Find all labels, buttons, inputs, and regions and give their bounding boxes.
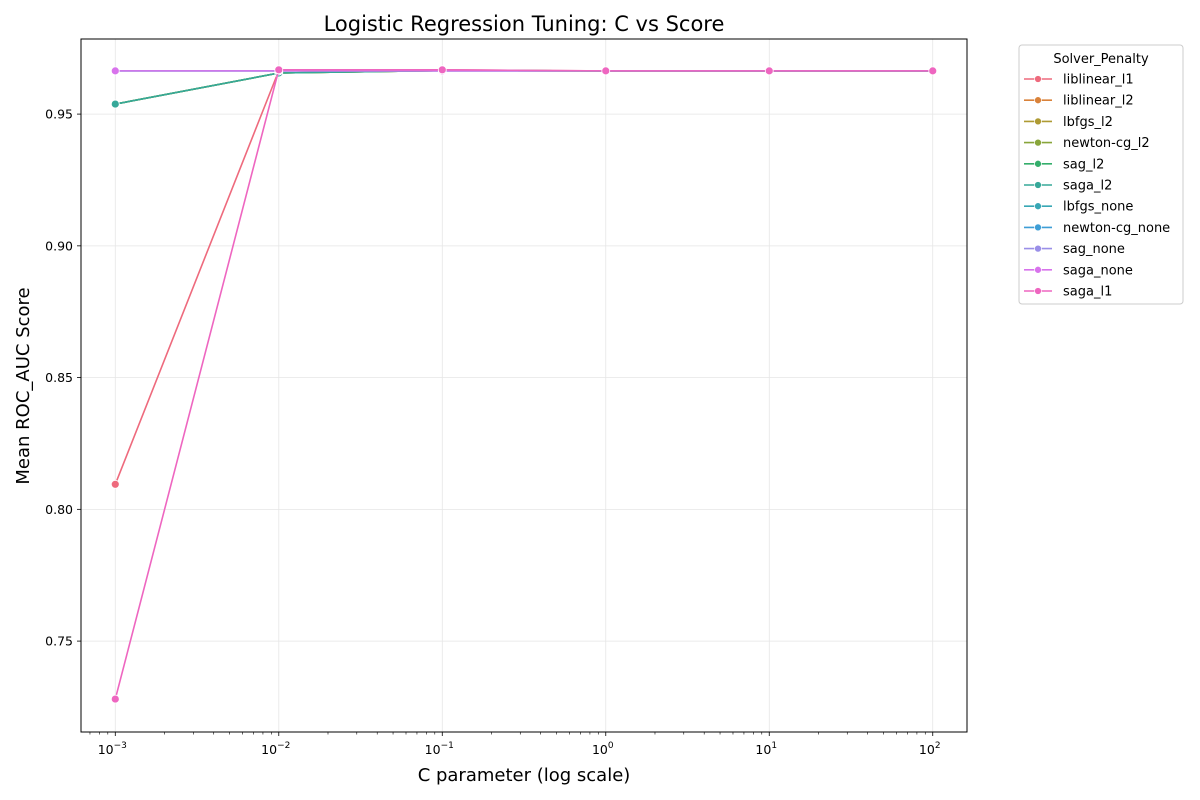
legend-label: liblinear_l1 <box>1063 73 1134 88</box>
legend-label: newton-cg_none <box>1063 221 1170 236</box>
legend-marker <box>1034 75 1042 83</box>
legend-entry: liblinear_l2 <box>1024 94 1134 109</box>
legend-entry: saga_l2 <box>1024 179 1112 194</box>
y-tick-label: 0.95 <box>45 107 73 122</box>
legend-label: liblinear_l2 <box>1063 94 1134 109</box>
legend: Solver_Penalty liblinear_l1 liblinear_l2l… <box>1018 44 1184 305</box>
legend-entry: sag_l2 <box>1024 157 1104 172</box>
data-point <box>110 99 120 109</box>
legend-marker <box>1034 159 1042 168</box>
legend-entry: liblinear_l1 <box>1024 73 1134 88</box>
x-tick-label: 100 <box>592 741 614 757</box>
data-point <box>601 66 611 76</box>
legend-label: sag_none <box>1063 242 1125 257</box>
legend-entry: saga_l1 <box>1024 285 1112 300</box>
legend-label: saga_l2 <box>1063 179 1112 194</box>
legend-label: sag_l2 <box>1063 157 1104 172</box>
data-point <box>110 479 120 489</box>
legend-box <box>1018 44 1184 305</box>
series-saga_l1 <box>110 65 938 704</box>
x-tick-label: 10−3 <box>98 741 127 757</box>
y-tick-label: 0.75 <box>45 634 73 649</box>
legend-marker <box>1034 96 1042 105</box>
x-tick-label: 10−1 <box>425 741 454 757</box>
legend-entry: saga_none <box>1024 263 1133 278</box>
legend-marker <box>1034 287 1042 295</box>
legend-entry: lbfgs_l2 <box>1024 115 1113 130</box>
legend-marker <box>1034 202 1042 211</box>
legend-label: saga_l1 <box>1063 285 1112 300</box>
grid-layer <box>81 39 967 732</box>
legend-marker <box>1034 265 1042 274</box>
legend-marker <box>1034 117 1042 126</box>
legend-entry: sag_none <box>1024 242 1125 257</box>
data-point <box>764 66 774 76</box>
legend-label: newton-cg_l2 <box>1063 136 1150 151</box>
chart-title: Logistic Regression Tuning: C vs Score <box>324 12 725 36</box>
data-point <box>437 65 447 75</box>
data-point <box>274 65 284 75</box>
x-tick-label: 10−2 <box>261 741 290 757</box>
data-point <box>110 694 120 704</box>
series-layer <box>110 65 938 704</box>
x-tick-label: 102 <box>919 741 941 757</box>
plot-area-frame <box>80 38 968 733</box>
y-tick-label: 0.90 <box>45 238 73 253</box>
legend-title: Solver_Penalty <box>1053 52 1149 67</box>
legend-label: lbfgs_l2 <box>1063 115 1113 130</box>
legend-marker <box>1034 223 1042 232</box>
legend-label: saga_none <box>1063 263 1133 278</box>
legend-marker <box>1034 181 1042 189</box>
y-tick-label: 0.85 <box>45 370 73 385</box>
y-axis-label: Mean ROC_AUC Score <box>13 287 34 484</box>
series-line <box>114 69 933 700</box>
y-tick-label: 0.80 <box>45 502 73 517</box>
legend-entry: newton-cg_none <box>1024 221 1170 236</box>
legend-label: lbfgs_none <box>1063 200 1133 215</box>
axis-layer: 0.75 0.80 0.85 0.90 0.95 10−3 10−2 10−1 100 101 10… <box>45 107 940 757</box>
legend-entry: lbfgs_none <box>1024 200 1133 215</box>
x-tick-label: 101 <box>755 741 777 757</box>
legend-marker <box>1034 138 1042 147</box>
data-point <box>110 66 120 76</box>
x-axis-label: C parameter (log scale) <box>418 765 631 786</box>
legend-entry: newton-cg_l2 <box>1024 136 1150 151</box>
legend-marker <box>1034 244 1042 253</box>
data-point <box>928 66 938 76</box>
